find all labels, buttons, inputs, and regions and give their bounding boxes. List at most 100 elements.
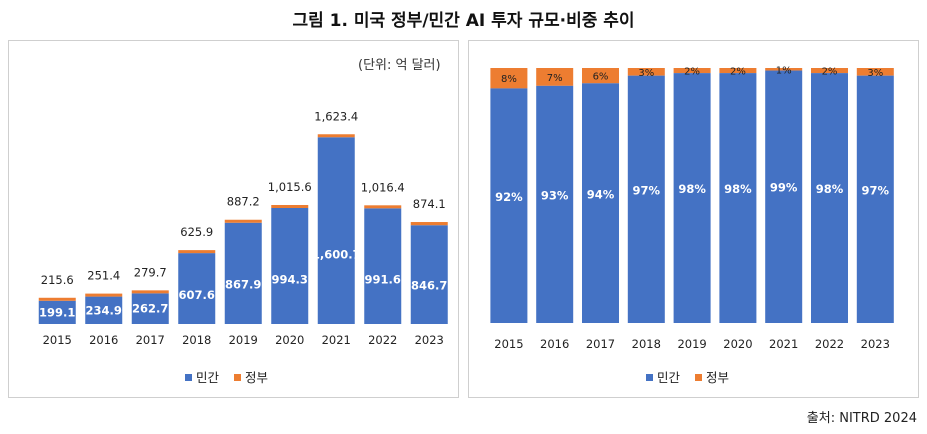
bar-government-2019: [224, 219, 262, 223]
share-label-government-2017: 6%: [593, 72, 609, 83]
legend-swatch-private: [185, 374, 192, 381]
share-bar-private-2019: [673, 73, 711, 323]
x-tick-2016: 2016: [89, 333, 118, 347]
share-bar-private-2022: [811, 73, 848, 323]
bar-government-2023: [410, 222, 448, 226]
share-legend-label-private: 민간: [657, 370, 681, 385]
source-note: 출처: NITRD 2024: [806, 411, 917, 426]
legend-label-private: 민간: [196, 370, 220, 385]
share-label-private-2019: 98%: [678, 182, 706, 196]
x-tick-2015: 2015: [43, 333, 72, 347]
investment-share-chart: 8% 92% 2015 7% 93% 2016 6% 94% 2017 3% 97% 2018 2% 98…: [490, 65, 894, 385]
figure-title: 그림 1. 미국 정부/민간 AI 투자 규모·비중 추이: [292, 11, 635, 31]
share-label-government-2020: 2%: [730, 67, 746, 78]
share-bar-government-2020: [719, 68, 757, 74]
share-label-government-2018: 3%: [638, 68, 654, 79]
share-bar-private-2023: [856, 75, 894, 324]
share-bar-private-2018: [627, 75, 665, 324]
data-label-total-2020: 1,015.6: [268, 180, 312, 194]
share-bar-government-2021: [765, 68, 803, 71]
legend-label-government: 정부: [245, 370, 268, 385]
data-label-private-2021: 1,600.7: [312, 248, 361, 262]
share-label-government-2019: 2%: [684, 67, 700, 78]
share-bar-government-2018: [627, 68, 665, 76]
bar-private-2021: [317, 137, 355, 324]
share-x-tick-2016: 2016: [540, 337, 569, 351]
share-bar-government-2016: [536, 68, 574, 86]
share-x-tick-2020: 2020: [723, 337, 752, 351]
x-tick-2018: 2018: [182, 333, 211, 347]
share-label-private-2023: 97%: [862, 183, 890, 197]
share-label-private-2020: 98%: [724, 182, 752, 196]
bar-private-2015: [38, 300, 76, 324]
bar-government-2021: [317, 134, 355, 138]
data-label-private-2018: 607.6: [179, 288, 215, 302]
share-bar-government-2019: [673, 68, 711, 74]
share-bar-private-2020: [719, 73, 757, 323]
share-bar-private-2016: [536, 85, 574, 323]
share-label-private-2015: 92%: [495, 190, 523, 204]
x-tick-2021: 2021: [322, 333, 351, 347]
right-chart-panel: 8% 92% 2015 7% 93% 2016 6% 94% 2017 3% 97% 2018 2% 98…: [468, 40, 919, 398]
data-label-private-2022: 991.6: [365, 273, 401, 287]
x-tick-2017: 2017: [136, 333, 165, 347]
share-x-tick-2023: 2023: [861, 337, 890, 351]
share-label-private-2018: 97%: [633, 183, 661, 197]
bar-private-2019: [224, 222, 262, 324]
bar-private-2020: [271, 207, 309, 324]
share-bar-government-2022: [811, 68, 848, 74]
share-bar-private-2017: [582, 83, 619, 323]
bar-private-2022: [364, 208, 402, 324]
share-label-private-2021: 99%: [770, 181, 798, 195]
share-label-private-2017: 94%: [587, 187, 615, 201]
share-x-tick-2019: 2019: [677, 337, 706, 351]
investment-amount-chart: 199.1 215.6 2015 234.9 251.4 2016 262.7 279.7 20…: [38, 109, 448, 385]
bar-private-2018: [178, 253, 216, 324]
share-x-tick-2022: 2022: [815, 337, 844, 351]
data-label-private-2020: 994.3: [272, 272, 308, 286]
bar-government-2017: [131, 290, 169, 294]
share-label-government-2021: 1%: [776, 65, 792, 76]
bar-government-2022: [364, 205, 402, 209]
x-tick-2023: 2023: [415, 333, 444, 347]
share-x-tick-2015: 2015: [494, 337, 523, 351]
share-bar-private-2015: [490, 88, 528, 324]
share-label-private-2022: 98%: [816, 182, 844, 196]
data-label-private-2015: 199.1: [39, 305, 75, 319]
data-label-private-2019: 867.9: [225, 278, 261, 292]
data-label-private-2017: 262.7: [132, 302, 168, 316]
legend-swatch-government: [234, 374, 241, 381]
share-x-tick-2021: 2021: [769, 337, 798, 351]
unit-label: (단위: 억 달러): [358, 58, 441, 73]
data-label-total-2015: 215.6: [41, 273, 74, 287]
data-label-total-2021: 1,623.4: [314, 109, 358, 123]
data-label-total-2023: 874.1: [413, 197, 446, 211]
x-tick-2022: 2022: [368, 333, 397, 347]
bar-government-2016: [85, 293, 123, 297]
bar-government-2015: [38, 297, 76, 301]
data-label-total-2022: 1,016.4: [361, 180, 405, 194]
share-bar-private-2021: [765, 70, 803, 323]
bar-government-2018: [178, 250, 216, 254]
data-label-total-2019: 887.2: [227, 195, 260, 209]
data-label-total-2018: 625.9: [180, 225, 213, 239]
bar-private-2017: [131, 293, 169, 324]
x-tick-2019: 2019: [229, 333, 258, 347]
share-label-government-2023: 3%: [867, 68, 883, 79]
bar-private-2023: [410, 225, 448, 324]
x-tick-2020: 2020: [275, 333, 304, 347]
bar-private-2016: [85, 296, 123, 324]
left-chart-panel: 199.1 215.6 2015 234.9 251.4 2016 262.7 279.7 20…: [8, 40, 459, 398]
data-label-private-2016: 234.9: [86, 303, 122, 317]
share-label-government-2022: 2%: [822, 67, 838, 78]
data-label-total-2017: 279.7: [134, 265, 167, 279]
share-x-tick-2018: 2018: [632, 337, 661, 351]
share-bar-government-2023: [856, 68, 894, 76]
data-label-private-2023: 846.7: [411, 278, 447, 292]
share-label-private-2016: 93%: [541, 189, 569, 203]
bar-government-2020: [271, 204, 309, 208]
share-x-tick-2017: 2017: [586, 337, 615, 351]
share-legend-swatch-private: [646, 374, 653, 381]
share-legend-label-government: 정부: [706, 370, 729, 385]
share-label-government-2015: 8%: [501, 74, 517, 85]
